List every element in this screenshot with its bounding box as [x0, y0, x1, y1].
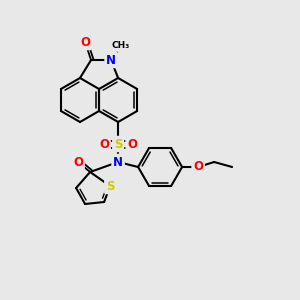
Text: O: O — [73, 155, 83, 169]
Text: O: O — [127, 137, 137, 151]
Text: S: S — [114, 137, 122, 151]
Text: CH₃: CH₃ — [112, 41, 130, 50]
Text: O: O — [80, 35, 90, 49]
Text: N: N — [113, 155, 123, 169]
Text: O: O — [193, 160, 203, 173]
Text: N: N — [106, 53, 116, 67]
Text: O: O — [99, 137, 109, 151]
Text: S: S — [106, 179, 114, 193]
